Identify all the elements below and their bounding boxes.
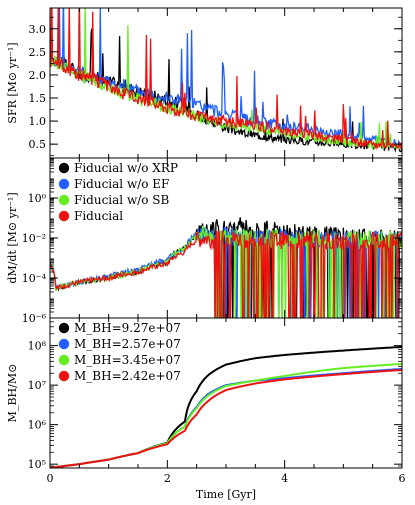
y-tick-label-top: 2.5 bbox=[29, 46, 47, 59]
x-tick-label: 0 bbox=[47, 472, 54, 485]
legend-label-bottom: M_BH=2.42e+07 bbox=[74, 369, 181, 383]
y-tick-label-bottom: 10⁸ bbox=[28, 340, 47, 353]
x-tick-label: 2 bbox=[164, 472, 171, 485]
legend-marker-middle bbox=[58, 194, 70, 206]
legend-label-bottom: M_BH=9.27e+07 bbox=[74, 321, 181, 335]
legend-marker-middle bbox=[58, 210, 70, 222]
legend-marker-bottom bbox=[58, 354, 70, 366]
y-tick-label-middle: 10⁻² bbox=[22, 232, 46, 245]
plot-area-top bbox=[50, 8, 402, 153]
y-tick-label-top: 3.0 bbox=[29, 23, 47, 36]
legend-marker-middle bbox=[58, 178, 70, 190]
series-line-bottom-1 bbox=[50, 367, 402, 468]
y-axis-label-top: SFR [M⊙ yr⁻¹] bbox=[6, 42, 19, 123]
y-tick-label-top: 0.5 bbox=[29, 138, 47, 151]
legend-marker-bottom bbox=[58, 322, 70, 334]
x-axis-label: Time [Gyr] bbox=[196, 488, 256, 501]
y-tick-label-bottom: 10⁵ bbox=[28, 458, 46, 471]
y-tick-label-middle: 10⁻⁶ bbox=[22, 312, 47, 325]
x-tick-label: 6 bbox=[399, 472, 406, 485]
plot-area-middle bbox=[50, 217, 402, 318]
x-tick-label: 4 bbox=[281, 472, 288, 485]
series-line-top-3 bbox=[50, 8, 402, 151]
legend-label-middle: Fiducial w/o EF bbox=[74, 177, 169, 191]
series-line-bottom-3 bbox=[50, 369, 402, 468]
legend-label-middle: Fiducial w/o XRP bbox=[74, 161, 178, 175]
legend-marker-middle bbox=[58, 162, 70, 174]
y-tick-label-bottom: 10⁶ bbox=[28, 419, 47, 432]
y-tick-label-top: 2.0 bbox=[29, 69, 47, 82]
legend-label-bottom: M_BH=3.45e+07 bbox=[74, 353, 181, 367]
y-tick-label-bottom: 10⁷ bbox=[28, 379, 47, 392]
y-tick-label-top: 1.5 bbox=[29, 92, 47, 105]
legend-label-bottom: M_BH=2.57e+07 bbox=[74, 337, 181, 351]
y-tick-label-middle: 10⁰ bbox=[28, 192, 47, 205]
y-tick-label-top: 1.0 bbox=[29, 115, 47, 128]
legend-marker-bottom bbox=[58, 370, 70, 382]
y-axis-label-middle: dM/dt [M⊙ yr⁻¹] bbox=[6, 192, 19, 283]
y-tick-label-middle: 10⁻⁴ bbox=[22, 272, 47, 285]
legend-marker-bottom bbox=[58, 338, 70, 350]
legend-label-middle: Fiducial w/o SB bbox=[74, 193, 170, 207]
legend-label-middle: Fiducial bbox=[74, 209, 123, 223]
series-line-middle-3 bbox=[50, 230, 402, 318]
plot-area-bottom bbox=[50, 345, 402, 468]
y-axis-label-bottom: M_BH/M⊙ bbox=[6, 364, 19, 423]
